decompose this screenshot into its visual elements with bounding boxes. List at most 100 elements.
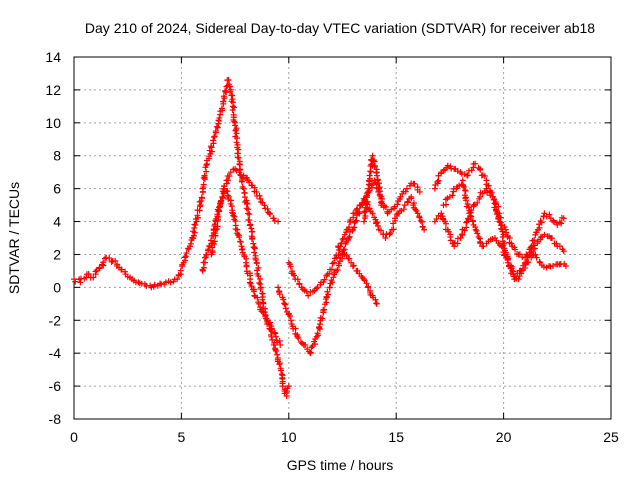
y-tick-label: -4 [49,345,62,361]
data-point [518,267,525,274]
data-point [394,201,401,208]
data-point [237,238,244,245]
data-point [108,258,115,265]
data-point [114,261,121,268]
data-point [262,305,269,312]
data-point [386,231,393,238]
data-point [246,211,253,218]
data-point [220,93,227,100]
data-point [550,218,557,225]
data-point [393,211,400,218]
data-point [465,204,472,211]
data-point [251,188,258,195]
data-point [354,205,361,212]
data-point [222,87,229,94]
data-point [230,166,237,173]
data-point [248,225,255,232]
data-point [548,235,555,242]
data-point [472,223,479,230]
data-point [294,331,301,338]
data-point [238,172,245,179]
data-point [346,255,353,262]
data-point [533,229,540,236]
data-point [281,300,288,307]
data-point [321,306,328,313]
data-point [366,172,373,179]
data-point [369,152,376,159]
data-point [248,235,255,242]
data-point [177,267,184,274]
data-point [454,168,461,175]
data-point [346,224,353,231]
data-point [353,267,360,274]
data-point [556,219,563,226]
data-point [316,323,323,330]
data-point [546,263,553,270]
data-point [226,83,233,90]
data-point [378,199,385,206]
data-point [532,251,539,258]
data-point [401,202,408,209]
data-point [251,245,258,252]
data-point [197,201,204,208]
data-point [539,233,546,240]
data-point [533,254,540,261]
data-point [350,262,357,269]
data-point [272,330,279,337]
data-point [498,225,505,232]
data-point [179,261,186,268]
data-point [546,211,553,218]
x-tick-label: 5 [178,429,186,445]
data-point [248,283,255,290]
data-point [326,270,333,277]
data-point [487,192,494,199]
data-point [360,218,367,225]
data-point [247,272,254,279]
y-tick-label: 6 [53,181,61,197]
data-point [388,206,395,213]
data-point [225,195,232,202]
data-point [171,276,178,283]
y-tick-label: 8 [53,148,61,164]
data-point [147,282,154,289]
data-point [466,207,473,214]
data-point [534,240,541,247]
chart-title: Day 210 of 2024, Sidereal Day-to-day VTE… [85,20,595,36]
data-point [396,195,403,202]
data-point [201,254,208,261]
data-point [317,281,324,288]
y-tick-label: 12 [45,82,61,98]
data-point [122,268,129,275]
data-point [229,209,236,216]
plot-frame [73,56,612,420]
data-point [499,243,506,250]
data-point [503,229,510,236]
data-point [213,123,220,130]
data-point [223,180,230,187]
data-point [561,261,568,268]
x-tick-label: 0 [70,429,78,445]
data-point [470,164,477,171]
y-tick-label: 2 [53,246,61,262]
data-point [192,222,199,229]
data-point [201,172,208,179]
y-axis-label: SDTVAR / TECUs [6,182,22,294]
data-point [525,259,532,266]
data-point [307,349,314,356]
data-point [295,335,302,342]
data-point [212,129,219,136]
data-point [305,292,312,299]
data-point [375,180,382,187]
data-point [442,220,449,227]
data-point [275,284,282,291]
data-point [87,274,94,281]
data-point [495,214,502,221]
data-point [353,217,360,224]
data-point [181,254,188,261]
data-point [480,243,487,250]
data-point [245,217,252,224]
data-point [463,219,470,226]
data-point [540,263,547,270]
data-point [373,300,380,307]
